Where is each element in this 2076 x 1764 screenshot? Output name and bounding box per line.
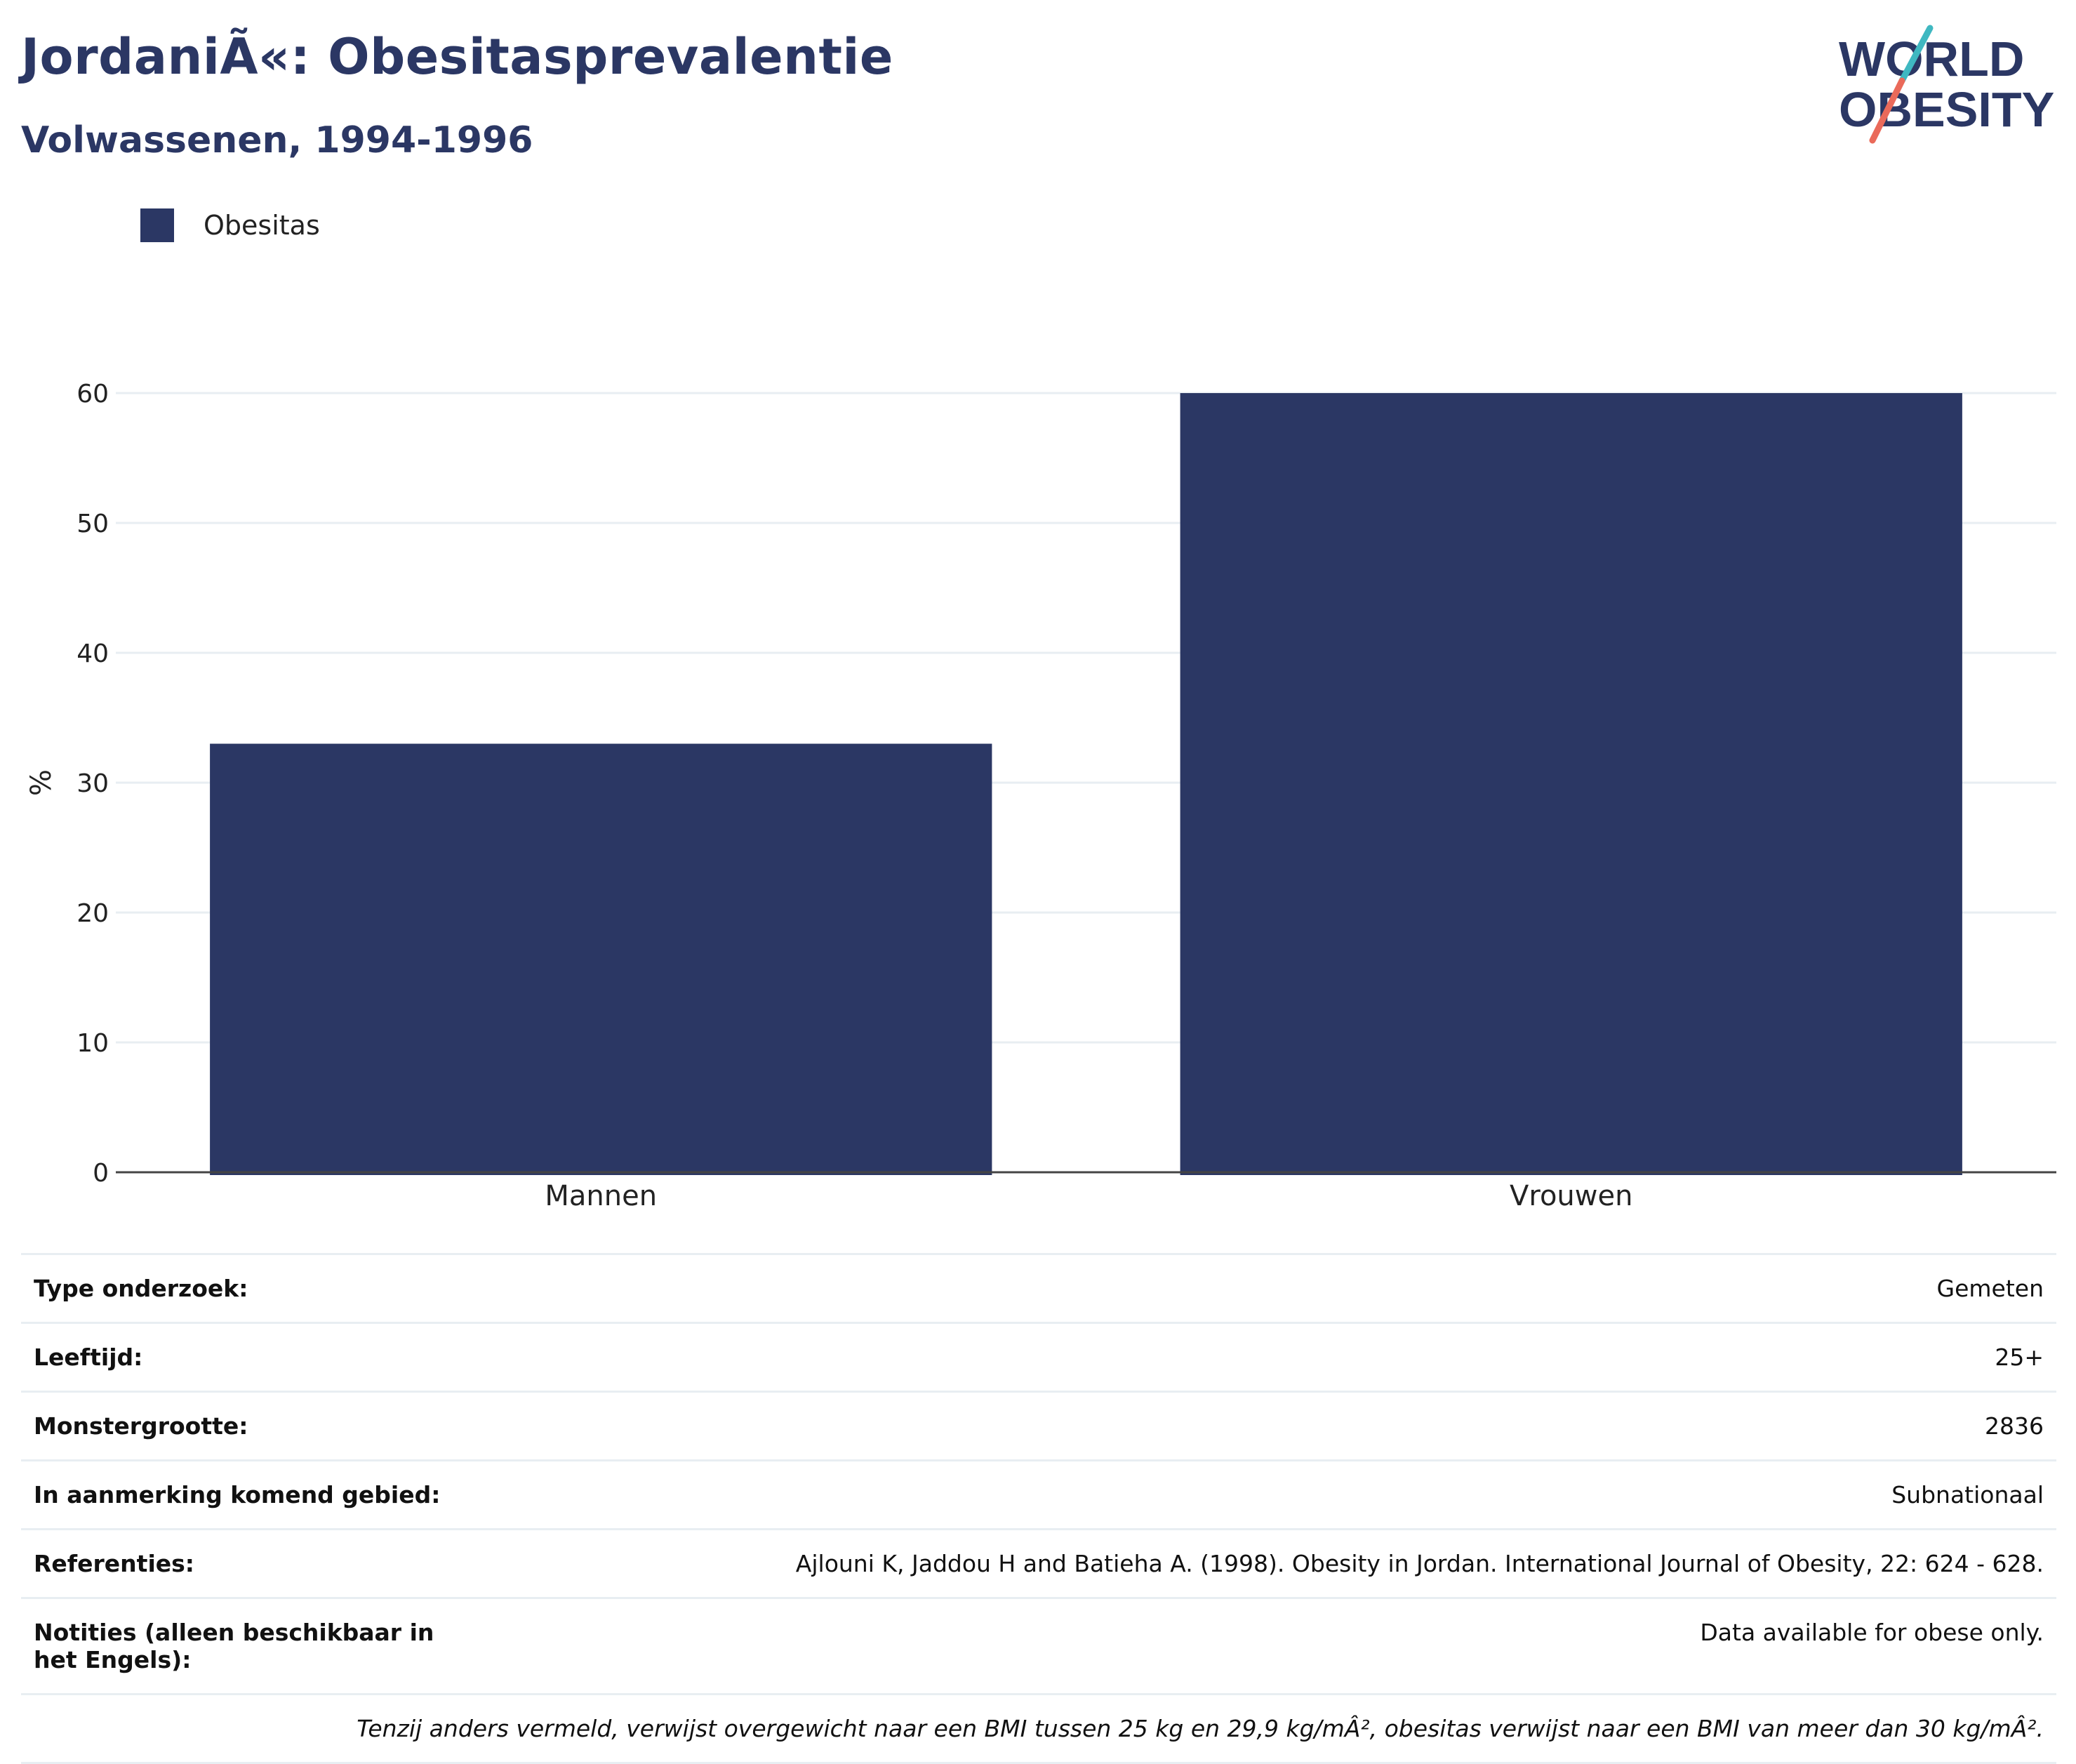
- legend[interactable]: Obesitas: [140, 208, 320, 243]
- logo-teal-slash: [1898, 25, 1934, 84]
- metadata-value: Gemeten: [481, 1253, 2056, 1324]
- metadata-row: Leeftijd: 25+: [21, 1322, 2056, 1393]
- logo-line-1: WORLD: [1839, 32, 2024, 86]
- y-tick-label: 0: [93, 1159, 109, 1188]
- metadata-row: In aanmerking komend gebied: Subnationaal: [21, 1460, 2056, 1530]
- footnote: Tenzij anders vermeld, verwijst overgewi…: [21, 1694, 2056, 1764]
- y-tick-label: 20: [76, 899, 109, 928]
- metadata-key: In aanmerking komend gebied:: [21, 1460, 481, 1530]
- y-tick-label: 60: [76, 380, 109, 409]
- logo-line-2: OBESITY: [1839, 82, 2054, 137]
- x-tick-label: Vrouwen: [1510, 1180, 1632, 1212]
- chart-subtitle: Volwassenen, 1994-1996: [21, 119, 533, 161]
- metadata-key: Leeftijd:: [21, 1322, 481, 1393]
- metadata-row: Notities (alleen beschikbaar in het Enge…: [21, 1598, 2056, 1695]
- logo-coral-slash: [1869, 77, 1905, 144]
- metadata-key: Type onderzoek:: [21, 1253, 481, 1324]
- world-obesity-logo: WORLD OBESITY: [1839, 25, 2054, 144]
- chart-title: JordaniÃ«: Obesitasprevalentie: [21, 28, 893, 86]
- y-axis-label: %: [25, 769, 58, 796]
- metadata-table: Type onderzoek: Gemeten Leeftijd: 25+ Monste…: [21, 1253, 2056, 1764]
- y-tick-label: 50: [76, 510, 109, 538]
- y-tick-label: 30: [76, 769, 109, 798]
- legend-label: Obesitas: [204, 210, 320, 241]
- y-tick-label: 40: [76, 639, 109, 668]
- metadata-row: Monstergrootte: 2836: [21, 1391, 2056, 1461]
- metadata-key: Notities (alleen beschikbaar in het Enge…: [21, 1598, 481, 1695]
- metadata-value: 25+: [481, 1322, 2056, 1393]
- metadata-key: Monstergrootte:: [21, 1391, 481, 1461]
- x-tick-label: Mannen: [545, 1180, 657, 1212]
- footnote-row: Tenzij anders vermeld, verwijst overgewi…: [21, 1694, 2056, 1764]
- metadata-key: Referenties:: [21, 1529, 481, 1599]
- metadata-value: 2836: [481, 1391, 2056, 1461]
- metadata-value: Ajlouni K, Jaddou H and Batieha A. (1998…: [481, 1529, 2056, 1599]
- y-tick-label: 10: [76, 1029, 109, 1058]
- metadata-value: Data available for obese only.: [481, 1598, 2056, 1695]
- bar-mannen: [210, 743, 992, 1175]
- metadata-value: Subnationaal: [481, 1460, 2056, 1530]
- metadata-row: Referenties: Ajlouni K, Jaddou H and Bati…: [21, 1529, 2056, 1599]
- legend-swatch: [140, 208, 174, 242]
- bar-chart: 0 10 20 30 40 50 60% Mannen Vrouwen: [25, 380, 2056, 1212]
- metadata-row: Type onderzoek: Gemeten: [21, 1253, 2056, 1324]
- bar-vrouwen: [1180, 393, 1962, 1175]
